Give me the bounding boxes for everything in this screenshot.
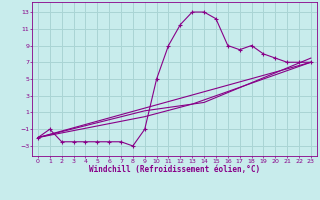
X-axis label: Windchill (Refroidissement éolien,°C): Windchill (Refroidissement éolien,°C) (89, 165, 260, 174)
